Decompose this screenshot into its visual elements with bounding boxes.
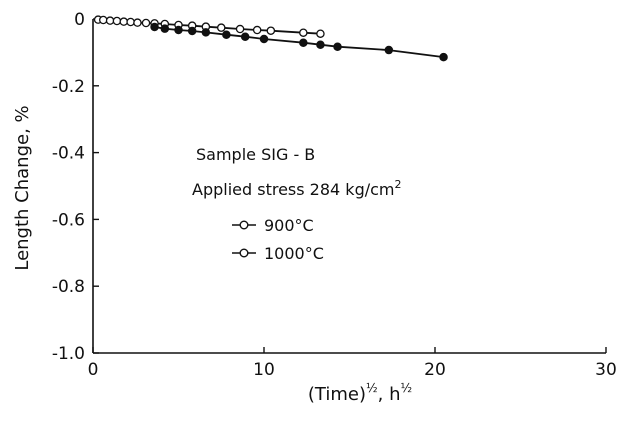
series-layer [93,15,448,62]
y-tick-label: 0 [74,10,85,30]
data-point [259,34,269,44]
x-tick-label: 30 [595,360,617,380]
data-point [105,16,115,25]
x-tick-label: 20 [424,360,446,380]
data-point [299,28,308,37]
data-point [126,17,135,27]
sample-annotation: Sample SIG - B [196,145,315,164]
x-tick-label: 0 [88,360,99,380]
data-point [299,38,308,47]
ticks: 0 10 20 30 0 -0.2 -0.4 -0.6 -0.8 -1.0 [52,10,617,380]
data-point [119,17,129,26]
legend: 900°C 1000°C [232,216,324,263]
data-point [150,22,159,32]
data-point [439,52,448,62]
legend-marker-1000 [239,248,249,258]
data-point [333,42,342,51]
data-point [112,16,122,26]
series-1 [150,22,448,62]
data-point [160,24,170,33]
data-point [316,40,325,49]
data-point [252,25,262,35]
legend-label-1000: 1000°C [264,244,324,263]
y-tick-label: -0.2 [52,77,85,97]
data-point [316,29,325,38]
axes [92,19,606,354]
data-point [133,18,142,27]
data-point [235,24,245,34]
data-point [99,15,108,25]
y-tick-label: -0.6 [52,210,85,230]
x-axis-title: (Time)½, h½ [308,381,412,405]
data-point [216,23,226,32]
y-tick-label: -0.8 [52,277,85,297]
legend-label-900: 900°C [264,216,314,235]
data-point [240,32,250,41]
y-tick-label: -1.0 [52,344,85,364]
legend-marker-open-circle [239,220,249,230]
data-point [174,25,183,35]
stress-annotation: Applied stress 284 kg/cm2 [192,178,402,199]
data-point [222,30,231,39]
data-point [384,45,394,55]
data-point [187,26,197,36]
series-0 [93,15,325,38]
data-point [141,18,151,28]
x-tick-label: 10 [253,360,275,380]
data-point [266,26,276,35]
data-point [201,28,211,37]
y-tick-label: -0.4 [52,144,85,164]
series-line [154,26,444,58]
y-axis-title: Length Change, % [12,105,33,270]
